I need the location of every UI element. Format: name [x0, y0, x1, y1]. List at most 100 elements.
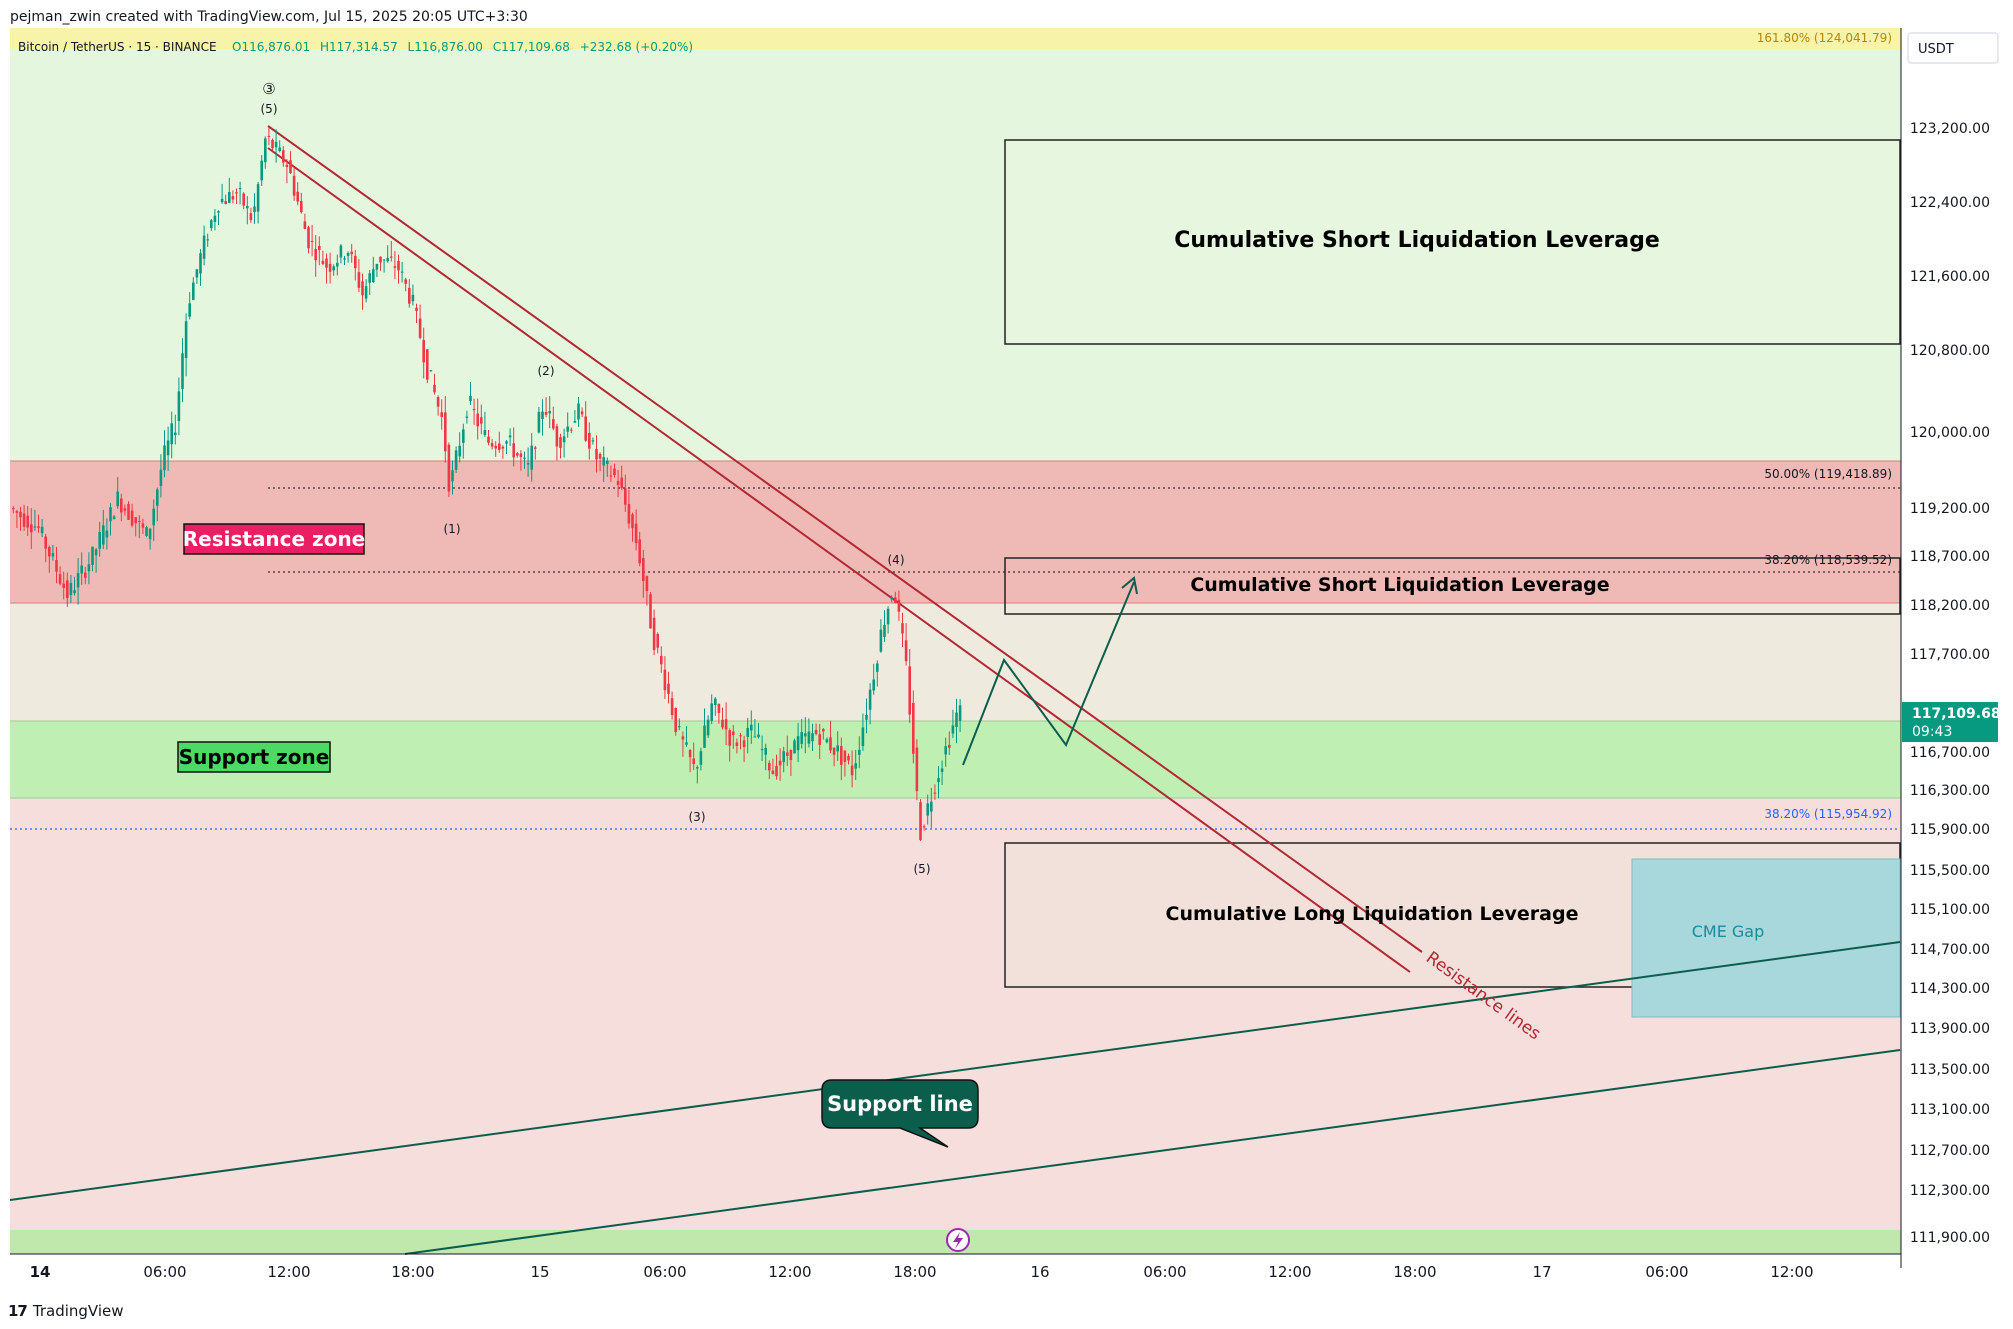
candle-body [66, 580, 69, 599]
candle-body [436, 397, 440, 407]
candle-body [782, 751, 785, 763]
candle-body [372, 269, 375, 283]
candle-body [764, 747, 767, 755]
candle-body [732, 731, 735, 735]
candle-body [609, 475, 613, 477]
candle-body [170, 423, 173, 445]
candle-body [822, 729, 825, 732]
candle-body [127, 504, 130, 520]
candle-body [321, 260, 325, 264]
price-tick-label: 117,700.00 [1910, 647, 1990, 663]
candle-body [940, 768, 944, 772]
candle-body [426, 349, 429, 380]
candle-body [717, 703, 721, 713]
candle-body [451, 470, 454, 482]
short-liq-box-lower[interactable] [1004, 557, 1901, 615]
short-liq-box-upper[interactable] [1004, 139, 1901, 345]
candle-body [271, 139, 274, 149]
candle-body [166, 440, 170, 456]
candle-body [177, 391, 181, 421]
price-tick-label: 115,900.00 [1910, 822, 1990, 838]
candle-body [213, 215, 217, 222]
candle-body [22, 513, 26, 527]
candle-body [242, 193, 245, 206]
price-tick-label: 112,300.00 [1910, 1183, 1990, 1199]
price-tick-label: 119,200.00 [1910, 501, 1990, 517]
candle-body [292, 175, 296, 196]
support-line-lower[interactable] [404, 1049, 1901, 1255]
candle-body [195, 269, 199, 278]
candle-body [220, 198, 224, 203]
candle-body [206, 239, 209, 241]
candle-body [138, 521, 141, 523]
candle-body [307, 227, 310, 249]
candle-body [948, 744, 951, 748]
fib-label-1618: 161.80% (124,041.79) [1757, 31, 1892, 45]
candle-body [238, 188, 242, 190]
candle-body [598, 453, 602, 459]
time-tick-label: 14 [30, 1263, 51, 1281]
wave-label-1: (1) [444, 522, 461, 536]
candle-body [199, 253, 202, 274]
candle-body [184, 321, 188, 359]
legend-symbol[interactable]: Bitcoin / TetherUS · 15 · BINANCE [18, 40, 217, 54]
candle-body [282, 150, 285, 163]
candle-body [343, 258, 346, 260]
support-line-upper[interactable] [9, 941, 1901, 1201]
candle-body [357, 272, 361, 288]
candle-body [678, 726, 681, 728]
price-tick-label: 114,300.00 [1910, 981, 1990, 997]
cme-gap-box[interactable] [1631, 858, 1901, 1018]
candle-body [256, 184, 260, 212]
candle-body [386, 258, 389, 262]
time-tick-label: 06:00 [143, 1263, 186, 1281]
candle-body [202, 235, 206, 259]
time-tick-label: 12:00 [768, 1263, 811, 1281]
candle-body [249, 213, 253, 221]
candle-body [692, 758, 695, 765]
candle-body [566, 426, 569, 432]
candle-body [897, 599, 901, 612]
candle-body [296, 191, 299, 202]
candle-body [739, 735, 742, 737]
currency-button[interactable] [1907, 32, 1999, 64]
time-tick-label: 06:00 [1143, 1263, 1186, 1281]
candle-body [865, 715, 868, 720]
time-tick-label: 12:00 [1268, 1263, 1311, 1281]
candle-body [145, 527, 148, 536]
candle-body [814, 729, 818, 734]
candle-body [577, 403, 580, 420]
candle-body [645, 576, 649, 591]
candle-body [382, 259, 386, 261]
candle-body [926, 803, 929, 816]
candle-body [188, 303, 191, 317]
projection-path [962, 581, 1135, 766]
candle-body [141, 523, 145, 528]
candle-body [30, 524, 33, 533]
price-tick-label: 120,000.00 [1910, 425, 1990, 441]
candle-body [818, 734, 821, 745]
time-tick-label: 18:00 [1393, 1263, 1436, 1281]
candle-body [325, 258, 328, 268]
candle-body [807, 731, 811, 744]
candle-body [469, 396, 472, 401]
resistance-line-upper[interactable] [267, 125, 1423, 953]
candle-body [670, 698, 674, 716]
candle-body [404, 279, 407, 284]
candle-body [102, 525, 105, 545]
candle-body [472, 409, 476, 411]
candle-body [123, 508, 127, 511]
candle-body [706, 719, 710, 736]
wave-label-4: (4) [888, 553, 905, 567]
candle-body [332, 266, 335, 271]
resistance-line-lower[interactable] [267, 147, 1411, 973]
candle-body [152, 508, 155, 526]
candle-body [33, 526, 37, 528]
candle-body [408, 287, 411, 304]
candle-body [602, 457, 605, 466]
candle-body [15, 511, 19, 513]
candle-body [688, 750, 692, 758]
candle-body [217, 211, 220, 213]
candle-body [314, 249, 317, 261]
